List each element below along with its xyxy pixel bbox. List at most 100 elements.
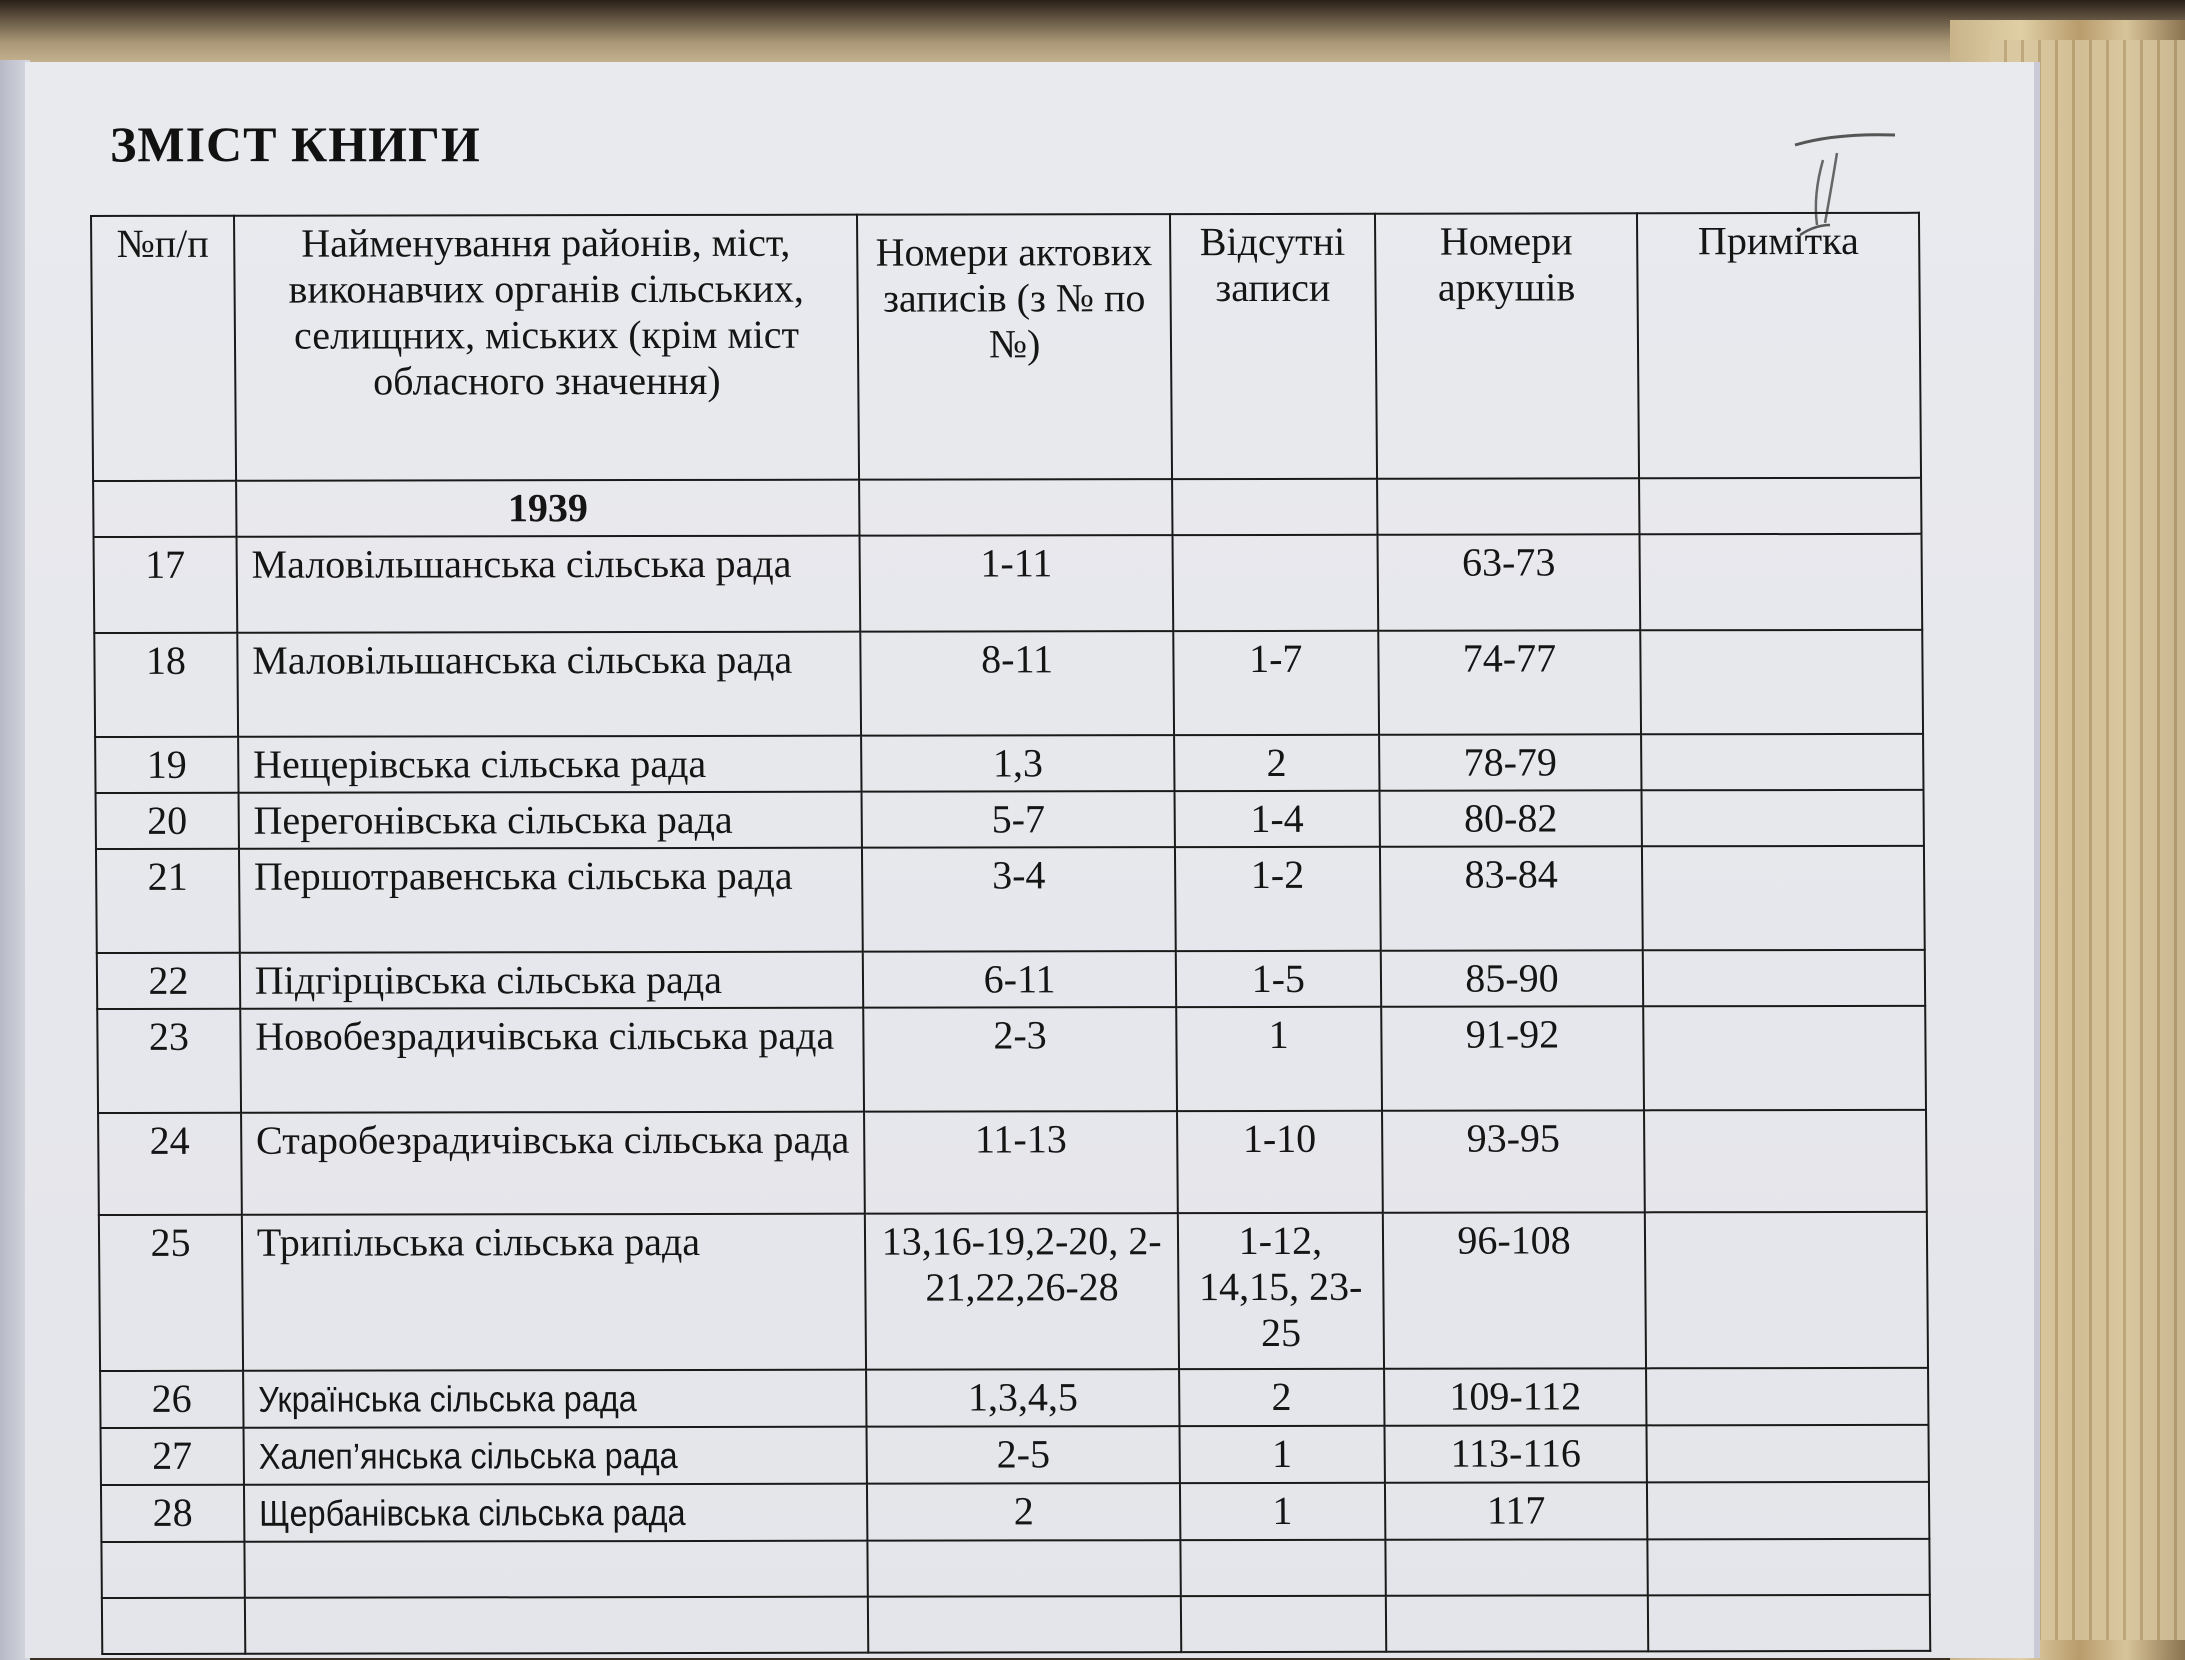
row-records: 3-4 [862,847,1176,952]
row-name-text: Халеп’янська сільська рада [258,1435,678,1477]
header-note: Примітка [1637,212,1922,479]
row-number-text: 28 [152,1489,193,1535]
row-sheets-text: 91-92 [1465,1011,1560,1057]
row-missing-text: 1-4 [1250,795,1304,841]
row-name-text: Маловільшанська сільська рада [251,540,792,587]
row-sheets-text: 80-82 [1463,795,1558,841]
row-number-text: 21 [147,853,188,899]
table-row: 23 Новобезрадичівська сільська рада 2-3 1 91… [97,1005,1926,1114]
row-sheets-text: 109-112 [1449,1373,1582,1419]
row-number: 23 [97,1008,241,1114]
row-number: 28 [100,1484,245,1543]
row-missing: 1-2 [1174,846,1381,952]
row-note [1641,789,1924,847]
row-name: Українська сільська рада [242,1369,867,1428]
row-records: 1-11 [859,535,1174,632]
empty-row [101,1594,1931,1655]
row-sheets-text: 78-79 [1463,739,1558,785]
row-name: Щербанівська сільська рада [243,1483,868,1542]
row-name: Халеп’янська сільська рада [243,1426,868,1485]
header-number: №п/п [91,215,236,482]
row-missing-text: 1 [1271,1430,1293,1476]
table-row: 27 Халеп’янська сільська рада 2-5 1 113-116 [100,1424,1929,1486]
row-name-text: Українська сільська рада [257,1378,637,1420]
row-sheets: 74-77 [1377,630,1642,735]
row-records-text: 11-13 [974,1116,1067,1162]
row-missing: 2 [1178,1368,1385,1427]
row-name-text: Трипільська сільська рада [256,1218,701,1265]
table-row: 22 Підгірцівська сільська рада 6-11 1-5 85-9… [96,949,1926,1010]
row-missing [1172,534,1378,632]
row-note [1641,733,1924,791]
row-missing-text: 1-7 [1248,635,1303,681]
row-records: 13,16-19,2-20, 2-21,22,26-28 [865,1213,1179,1370]
row-note [1645,1211,1929,1369]
row-name: Перегонівська сільська рада [238,791,863,849]
row-missing-text: 2 [1271,1373,1292,1419]
row-records-text: 1-11 [980,540,1053,586]
row-missing: 1-7 [1173,630,1379,736]
table-row: 25 Трипільська сільська рада 13,16-19,2-20… [98,1211,1929,1372]
page-title: ЗМІСТ КНИГИ [110,116,481,172]
row-note [1646,1367,1929,1426]
header-records: Номери актових записів (з № по №) [857,214,1172,480]
row-sheets: 78-79 [1378,734,1642,791]
row-note [1642,845,1925,951]
row-number: 18 [94,632,238,738]
row-records-text: 2-5 [996,1431,1051,1477]
row-missing-text: 1-2 [1250,851,1305,897]
row-name-text: Нещерівська сільська рада [252,740,707,787]
row-records: 6-11 [863,951,1177,1008]
table-header-row: №п/п Найменування районів, міст, виконав… [91,212,1922,482]
row-number: 19 [95,736,239,794]
row-name-text: Перегонівська сільська рада [253,796,733,843]
contents-table: №п/п Найменування районів, міст, виконав… [90,212,1931,1655]
row-sheets: 109-112 [1383,1368,1647,1426]
row-name-text: Щербанівська сільська рада [258,1492,686,1534]
row-name: Старобезрадичівська сільська рада [240,1111,866,1215]
row-sheets: 91-92 [1380,1006,1645,1111]
row-note [1647,1481,1930,1540]
row-records-text: 8-11 [980,636,1054,682]
background-top [0,0,2185,70]
row-name-text: Підгірцівська сільська рада [254,956,723,1003]
row-missing: 2 [1173,734,1380,792]
row-number: 27 [100,1427,244,1486]
header-name: Найменування районів, міст, виконавчих о… [233,214,860,481]
year-row: 1939 [93,477,1922,538]
row-number-text: 19 [146,741,187,787]
row-sheets-text: 93-95 [1466,1115,1561,1161]
table-row: 21 Першотравенська сільська рада 3-4 1-2 83-… [95,845,1925,954]
row-missing: 1 [1179,1482,1386,1541]
row-name: Маловільшанська сільська рада [237,631,862,737]
row-note [1639,533,1923,631]
row-sheets: 63-73 [1377,534,1641,631]
row-records: 2-5 [866,1426,1180,1484]
row-number-text: 23 [148,1013,190,1059]
table-row: 24 Старобезрадичівська сільська рада 11-13… [98,1109,1927,1216]
row-missing: 1-12, 14,15, 23-25 [1177,1212,1384,1370]
row-number-text: 27 [151,1432,193,1478]
row-records: 1,3 [861,735,1175,792]
table-row: 28 Щербанівська сільська рада 2 1 117 [100,1481,1930,1543]
row-missing-text: 1-10 [1242,1115,1317,1162]
row-missing: 1-5 [1175,950,1381,1008]
row-sheets: 80-82 [1379,790,1643,847]
row-sheets-text: 63-73 [1461,539,1556,585]
row-missing-text: 1 [1272,1487,1293,1533]
row-number: 17 [93,536,238,634]
row-number: 22 [96,952,241,1010]
row-number-text: 24 [149,1117,190,1163]
row-sheets: 85-90 [1380,950,1644,1007]
table-row: 17 Маловільшанська сільська рада 1-11 63-73 [93,533,1923,634]
row-name-text: Старобезрадичівська сільська рада [255,1116,850,1163]
row-name: Першотравенська сільська рада [238,847,864,953]
row-name: Трипільська сільська рада [241,1213,867,1371]
row-records: 2 [867,1483,1181,1541]
row-records-text: 2 [1013,1488,1034,1534]
row-number: 25 [98,1214,243,1372]
row-name: Підгірцівська сільська рада [239,951,864,1009]
row-number-text: 25 [150,1219,191,1265]
row-records: 5-7 [861,791,1175,848]
row-number: 24 [98,1112,242,1216]
